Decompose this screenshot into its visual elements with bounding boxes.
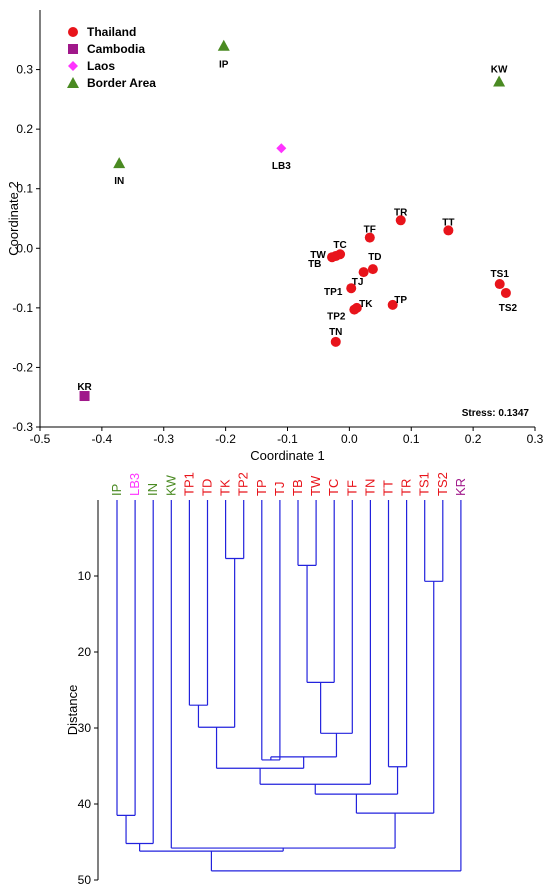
- data-point-in: [113, 157, 126, 169]
- leaf-label-tp: TP: [254, 479, 269, 496]
- point-label-tt: TT: [442, 217, 454, 228]
- data-point-tn: [330, 336, 341, 347]
- y-tick-label: 0.3: [16, 63, 33, 77]
- leaf-label-ts1: TS1: [417, 472, 432, 496]
- legend-marker-thailand: [68, 27, 78, 37]
- data-point-td: [367, 264, 378, 275]
- x-tick-label: 0.2: [465, 432, 482, 446]
- legend-marker-cambodia: [68, 44, 78, 54]
- stress-annotation: Stress: 0.1347: [462, 408, 530, 419]
- leaf-label-tb: TB: [290, 479, 305, 496]
- data-point-tt: [443, 225, 454, 236]
- leaf-label-kw: KW: [163, 474, 178, 496]
- x-tick-label: -0.2: [215, 432, 236, 446]
- x-tick-label: 0.3: [527, 432, 544, 446]
- dendrogram-y-tick-label: 20: [78, 645, 92, 659]
- leaf-label-tc: TC: [326, 479, 341, 496]
- point-label-in: IN: [114, 176, 124, 187]
- point-label-tp1: TP1: [324, 287, 343, 298]
- legend-label-cambodia: Cambodia: [87, 42, 145, 56]
- leaf-label-td: TD: [200, 479, 215, 496]
- data-point-tp: [387, 299, 398, 310]
- point-label-tf: TF: [364, 225, 376, 236]
- x-tick-label: -0.3: [153, 432, 174, 446]
- leaf-label-tp1: TP1: [181, 472, 196, 496]
- point-label-kr: KR: [77, 382, 92, 393]
- y-tick-label: 0.2: [16, 122, 33, 136]
- dendrogram-y-tick-label: 50: [78, 873, 92, 887]
- legend-label-thailand: Thailand: [87, 25, 136, 39]
- leaf-label-kr: KR: [453, 478, 468, 496]
- y-tick-label: -0.2: [12, 360, 33, 374]
- dendrogram-y-axis-title: Distance: [65, 685, 80, 736]
- data-point-ip: [217, 39, 230, 51]
- point-label-tn: TN: [329, 327, 342, 338]
- data-point-tp2: [349, 304, 360, 315]
- dendrogram-y-tick-label: 30: [78, 721, 92, 735]
- x-tick-label: -0.5: [30, 432, 51, 446]
- data-point-tj: [358, 267, 369, 278]
- leaf-label-ip: IP: [109, 484, 124, 496]
- x-tick-label: -0.1: [277, 432, 298, 446]
- x-tick-label: -0.4: [92, 432, 113, 446]
- leaf-label-in: IN: [145, 483, 160, 496]
- leaf-label-tf: TF: [344, 480, 359, 496]
- data-point-tp1: [346, 283, 357, 294]
- y-axis-title: Coordinate 2: [6, 181, 21, 255]
- y-tick-label: -0.1: [12, 301, 33, 315]
- point-label-ts1: TS1: [491, 269, 510, 280]
- leaf-label-tj: TJ: [272, 482, 287, 496]
- data-point-lb3: [276, 143, 287, 154]
- leaf-label-tt: TT: [381, 480, 396, 496]
- leaf-label-tp2: TP2: [236, 472, 251, 496]
- point-label-tk: TK: [359, 299, 373, 310]
- y-tick-label: 0.0: [16, 241, 33, 255]
- x-tick-label: 0.0: [341, 432, 358, 446]
- point-label-tc: TC: [333, 240, 346, 251]
- data-point-kr: [79, 391, 90, 402]
- leaf-label-tr: TR: [399, 479, 414, 496]
- legend-marker-border-area: [67, 77, 79, 88]
- point-label-kw: KW: [491, 64, 508, 75]
- point-label-tp2: TP2: [327, 312, 346, 323]
- x-axis-title: Coordinate 1: [250, 448, 324, 463]
- point-label-tj: TJ: [352, 277, 364, 288]
- point-label-tw: TW: [310, 250, 326, 261]
- legend-label-border-area: Border Area: [87, 76, 156, 90]
- data-point-tb: [330, 251, 341, 262]
- leaf-label-tw: TW: [308, 475, 323, 496]
- y-tick-label: 0.1: [16, 182, 33, 196]
- legend-label-laos: Laos: [87, 59, 115, 73]
- leaf-label-ts2: TS2: [435, 472, 450, 496]
- point-label-lb3: LB3: [272, 161, 291, 172]
- point-label-tb: TB: [308, 259, 321, 270]
- leaf-label-lb3: LB3: [127, 473, 142, 496]
- data-point-ts1: [494, 279, 505, 290]
- point-label-ip: IP: [219, 60, 229, 71]
- legend-marker-laos: [68, 61, 78, 71]
- point-label-tp: TP: [394, 295, 407, 306]
- data-point-ts2: [500, 287, 511, 298]
- dendrogram-y-tick-label: 10: [78, 569, 92, 583]
- y-tick-label: -0.3: [12, 420, 33, 434]
- data-point-tr: [395, 215, 406, 226]
- mds-scatter-plot: -0.5 -0.4 -0.3 -0.2 -0.1 0.0 0.1 0.2 0.3 -0.3 -0.2…: [6, 10, 544, 463]
- x-tick-label: 0.1: [403, 432, 420, 446]
- data-point-kw: [493, 75, 506, 87]
- point-label-tr: TR: [394, 207, 408, 218]
- point-label-td: TD: [368, 252, 381, 263]
- data-point-tf: [364, 232, 375, 243]
- leaf-label-tn: TN: [362, 479, 377, 496]
- point-label-ts2: TS2: [499, 303, 518, 314]
- leaf-label-tk: TK: [218, 479, 233, 496]
- dendrogram-y-tick-label: 40: [78, 797, 92, 811]
